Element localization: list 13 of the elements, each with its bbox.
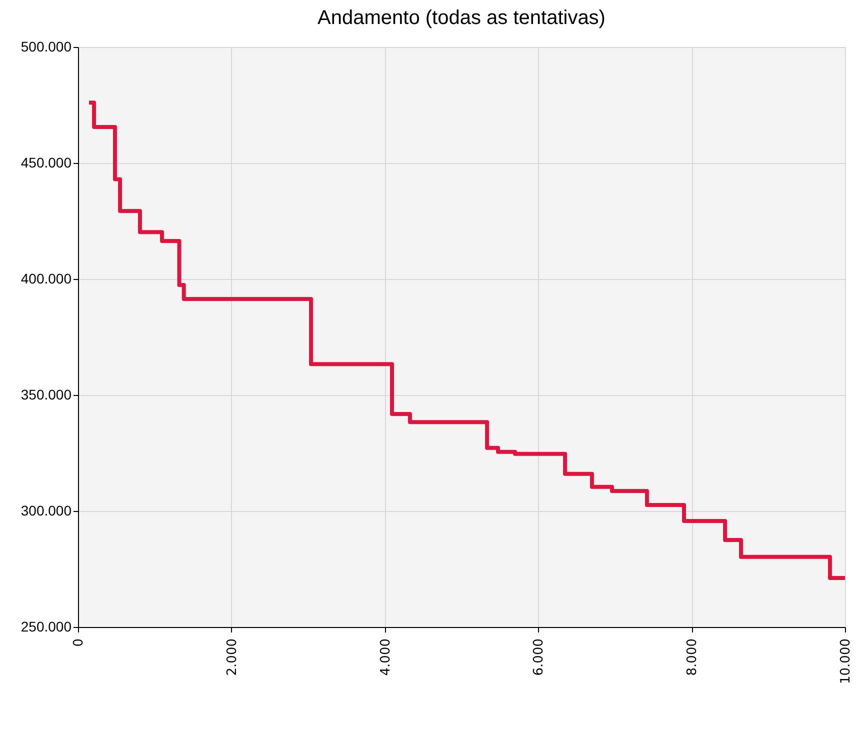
- y-tick-label: 350.000: [20, 386, 72, 402]
- x-tick-label: 4.000: [378, 638, 394, 676]
- x-tick-label: 10.000: [838, 638, 854, 684]
- y-tick-label: 500.000: [20, 38, 72, 54]
- x-tick-label: 8.000: [685, 638, 700, 676]
- x-tick-label: 0: [72, 638, 86, 647]
- y-tick-label: 300.000: [20, 502, 72, 518]
- y-tick-label: 450.000: [20, 154, 72, 170]
- y-tick-label: 400.000: [20, 270, 72, 286]
- x-tick-label: 2.000: [224, 638, 240, 676]
- y-tick-label: 250.000: [20, 618, 72, 634]
- chart-title: Andamento (todas as tentativas): [318, 7, 606, 29]
- x-tick-label: 6.000: [532, 638, 547, 676]
